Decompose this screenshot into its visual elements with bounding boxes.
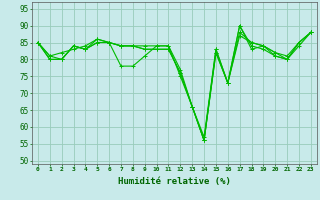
X-axis label: Humidité relative (%): Humidité relative (%) [118, 177, 231, 186]
